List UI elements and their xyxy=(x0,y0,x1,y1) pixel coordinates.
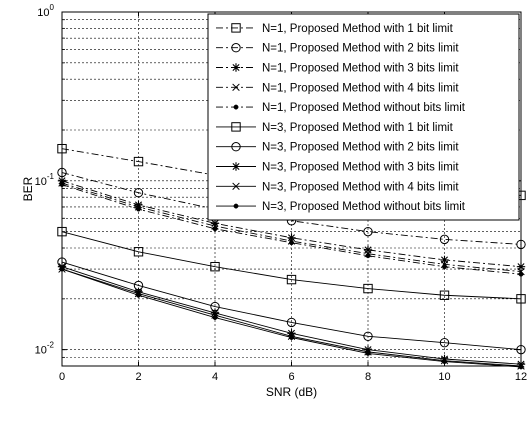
legend-label: N=1, Proposed Method with 3 bits limit xyxy=(262,63,459,75)
series-10-point xyxy=(365,350,371,356)
x-tick-label: 10 xyxy=(438,371,450,383)
series-3-point xyxy=(134,200,143,210)
series-8-point xyxy=(440,354,449,364)
x-tick-label: 8 xyxy=(365,371,371,383)
series-5-point xyxy=(442,264,447,270)
series-7-point xyxy=(363,331,373,341)
series-8-point xyxy=(516,359,526,369)
series-line-7 xyxy=(61,261,522,351)
x-tick-label: 6 xyxy=(288,371,294,383)
legend-label: N=3, Proposed Method without bits limit xyxy=(262,201,466,213)
legend-swatch-marker xyxy=(231,63,241,72)
legend-swatch-marker xyxy=(231,142,241,152)
series-1-point xyxy=(133,156,144,167)
series-3-point xyxy=(287,233,296,242)
x-axis-label: SNR (dB) xyxy=(266,385,317,399)
series-6-point xyxy=(286,274,297,285)
series-6-point xyxy=(516,294,526,304)
x-tick-label: 2 xyxy=(135,371,141,383)
y-tick-label: 10-1 xyxy=(35,172,55,188)
legend-box xyxy=(207,13,520,221)
series-7-point xyxy=(286,317,297,328)
y-axis-label: BER xyxy=(21,176,35,201)
series-10-point xyxy=(289,335,294,340)
series-line-2 xyxy=(61,172,522,245)
x-tick-label: 4 xyxy=(212,371,218,383)
series-6-point xyxy=(363,283,373,294)
series-10-point xyxy=(59,266,65,272)
legend-label: N=3, Proposed Method with 2 bits limit xyxy=(262,142,459,154)
series-5-point xyxy=(212,226,218,232)
series-2-point xyxy=(516,239,526,250)
y-tick-label: 10-2 xyxy=(35,341,55,357)
series-10-point xyxy=(136,292,141,298)
series-3-point xyxy=(440,255,449,265)
series-5-point xyxy=(518,271,524,277)
series-10-point xyxy=(212,315,218,320)
series-6-point xyxy=(133,247,144,257)
series-8-point xyxy=(210,308,220,318)
series-8-point xyxy=(134,287,143,297)
legend-swatch-marker xyxy=(231,122,241,132)
x-tick-label: 0 xyxy=(59,371,65,383)
series-6-point xyxy=(439,290,450,300)
series-10-point xyxy=(442,359,447,365)
legend-label: N=1, Proposed Method without bits limit xyxy=(262,102,466,114)
legend-label: N=3, Proposed Method with 3 bits limit xyxy=(262,162,459,174)
legend-label: N=3, Proposed Method with 1 bit limit xyxy=(262,122,454,134)
legend-swatch-marker xyxy=(231,23,241,33)
series-5-point xyxy=(59,182,65,188)
legend-swatch-marker xyxy=(231,43,241,53)
series-3-point xyxy=(516,262,526,271)
series-6-point xyxy=(57,226,67,237)
series-3-point xyxy=(363,245,373,255)
legend-swatch-marker xyxy=(232,83,240,92)
legend-swatch-marker xyxy=(231,162,241,171)
series-5-point xyxy=(136,206,141,212)
series-7-point xyxy=(439,337,450,348)
series-line-6 xyxy=(61,231,522,300)
series-2-point xyxy=(439,234,450,245)
series-5-point xyxy=(365,253,371,259)
legend-label: N=1, Proposed Method with 1 bit limit xyxy=(262,23,454,35)
series-5-point xyxy=(289,240,294,246)
series-8-point xyxy=(287,329,296,338)
legend-label: N=1, Proposed Method with 4 bits limit xyxy=(262,82,459,94)
series-3-point xyxy=(210,219,220,228)
series-2-point xyxy=(363,226,373,237)
series-6-point xyxy=(210,261,220,272)
legend-label: N=1, Proposed Method with 2 bits limit xyxy=(262,43,459,55)
y-tick-label: 100 xyxy=(37,3,54,19)
x-tick-label: 12 xyxy=(515,371,527,383)
legend-swatch-marker xyxy=(233,203,239,209)
series-7-point xyxy=(516,344,526,355)
legend-label: N=3, Proposed Method with 4 bits limit xyxy=(262,181,459,193)
series-8-point xyxy=(363,345,373,354)
legend-swatch-marker xyxy=(232,182,240,191)
series-3-point xyxy=(57,176,67,186)
legend-swatch-marker xyxy=(233,104,239,110)
series-1-point xyxy=(57,143,67,154)
series-10-point xyxy=(518,364,524,370)
series-2-point xyxy=(133,188,144,198)
